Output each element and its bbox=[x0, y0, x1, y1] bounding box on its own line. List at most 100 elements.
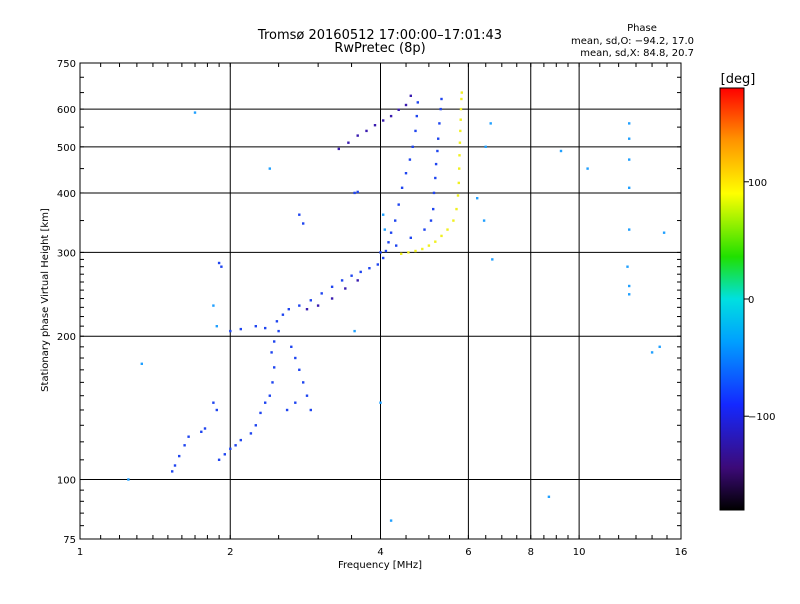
data-point bbox=[212, 304, 215, 307]
data-point bbox=[459, 118, 462, 121]
data-point bbox=[379, 401, 382, 404]
data-point bbox=[305, 308, 309, 311]
data-point bbox=[140, 362, 143, 365]
data-point bbox=[489, 122, 492, 125]
data-point bbox=[302, 381, 305, 384]
x-tick-label: 2 bbox=[227, 547, 233, 558]
data-point bbox=[460, 91, 463, 94]
data-point bbox=[273, 366, 276, 369]
y-tick-label: 300 bbox=[57, 248, 76, 259]
data-point bbox=[356, 190, 359, 194]
data-point bbox=[394, 219, 397, 222]
data-point bbox=[459, 107, 463, 111]
data-point bbox=[254, 424, 257, 427]
data-point bbox=[626, 265, 629, 268]
data-point bbox=[271, 381, 274, 384]
data-point bbox=[559, 149, 563, 153]
data-point bbox=[302, 222, 305, 225]
data-point bbox=[404, 103, 408, 107]
data-point bbox=[409, 236, 412, 239]
data-point bbox=[438, 122, 441, 125]
series-o-mode-trace bbox=[171, 97, 443, 473]
data-point bbox=[476, 197, 479, 200]
data-point bbox=[628, 284, 631, 288]
colorbar-tick-label: 100 bbox=[748, 178, 767, 189]
x-axis-label: Frequency [MHz] bbox=[338, 560, 422, 571]
data-point bbox=[127, 478, 130, 481]
data-point bbox=[223, 453, 226, 456]
data-point bbox=[320, 292, 323, 295]
y-tick-label: 200 bbox=[57, 332, 76, 343]
data-point bbox=[628, 293, 631, 296]
x-tick-label: 16 bbox=[675, 547, 688, 558]
data-point bbox=[408, 158, 412, 161]
y-axis-label: Stationary phase Virtual Height [km] bbox=[40, 208, 51, 392]
data-point bbox=[294, 356, 297, 360]
data-point bbox=[268, 167, 271, 170]
x-tick-label: 6 bbox=[465, 547, 471, 558]
phase-stats-title: Phase bbox=[627, 23, 657, 34]
data-point bbox=[382, 256, 385, 260]
data-point bbox=[330, 285, 334, 288]
data-point bbox=[382, 213, 385, 216]
data-point bbox=[215, 408, 218, 412]
series-x-mode-trace bbox=[400, 91, 463, 255]
data-point bbox=[347, 141, 350, 144]
data-point bbox=[452, 219, 455, 222]
x-tick-label: 1 bbox=[77, 547, 83, 558]
chart-title-line2: RwPretec (8p) bbox=[334, 41, 425, 56]
data-point bbox=[316, 304, 320, 307]
data-point bbox=[434, 240, 437, 243]
data-point bbox=[239, 327, 242, 331]
data-point bbox=[423, 228, 426, 231]
data-point bbox=[628, 228, 631, 231]
data-point bbox=[277, 329, 280, 333]
y-tick-label: 400 bbox=[57, 189, 76, 200]
data-point bbox=[203, 427, 207, 430]
data-point bbox=[287, 308, 290, 311]
data-point bbox=[217, 458, 221, 461]
grid-lines bbox=[80, 63, 681, 539]
data-point bbox=[379, 251, 382, 254]
data-point bbox=[359, 270, 362, 274]
data-point bbox=[414, 129, 417, 133]
y-tick-label: 750 bbox=[57, 59, 76, 70]
data-point bbox=[628, 137, 631, 140]
colorbar: [deg] 100 0 −100 bbox=[719, 72, 775, 511]
data-point bbox=[298, 304, 301, 307]
data-point bbox=[432, 191, 436, 195]
data-point bbox=[275, 320, 279, 323]
data-point bbox=[456, 194, 460, 197]
data-point bbox=[437, 137, 440, 140]
data-point bbox=[340, 279, 344, 282]
y-tick-label: 500 bbox=[57, 143, 76, 154]
colorbar-ticks: 100 0 −100 bbox=[744, 178, 775, 423]
data-point bbox=[415, 114, 418, 118]
data-point bbox=[458, 167, 461, 170]
data-point bbox=[298, 213, 301, 216]
colorbar-tick-label: −100 bbox=[748, 412, 775, 423]
data-point bbox=[434, 162, 438, 166]
data-point bbox=[432, 207, 435, 211]
data-point bbox=[427, 244, 431, 247]
y-tick-label: 75 bbox=[63, 535, 76, 546]
data-point bbox=[389, 519, 393, 522]
data-point bbox=[436, 149, 439, 153]
data-point bbox=[460, 97, 463, 101]
data-point bbox=[215, 325, 218, 328]
data-point bbox=[458, 141, 462, 144]
data-point bbox=[229, 447, 232, 450]
data-point bbox=[353, 191, 356, 195]
data-series bbox=[127, 91, 666, 522]
data-point bbox=[259, 411, 262, 415]
plot-area: 1 2 4 6 8 10 16 75 100 200 300 400 500 600 750 bbox=[57, 59, 687, 558]
data-point bbox=[273, 340, 276, 343]
series-dark-trace bbox=[305, 94, 412, 311]
data-point bbox=[200, 430, 203, 433]
data-point bbox=[171, 470, 174, 473]
colorbar-tick-label: 0 bbox=[748, 295, 754, 306]
data-point bbox=[457, 181, 460, 185]
data-point bbox=[376, 263, 379, 266]
